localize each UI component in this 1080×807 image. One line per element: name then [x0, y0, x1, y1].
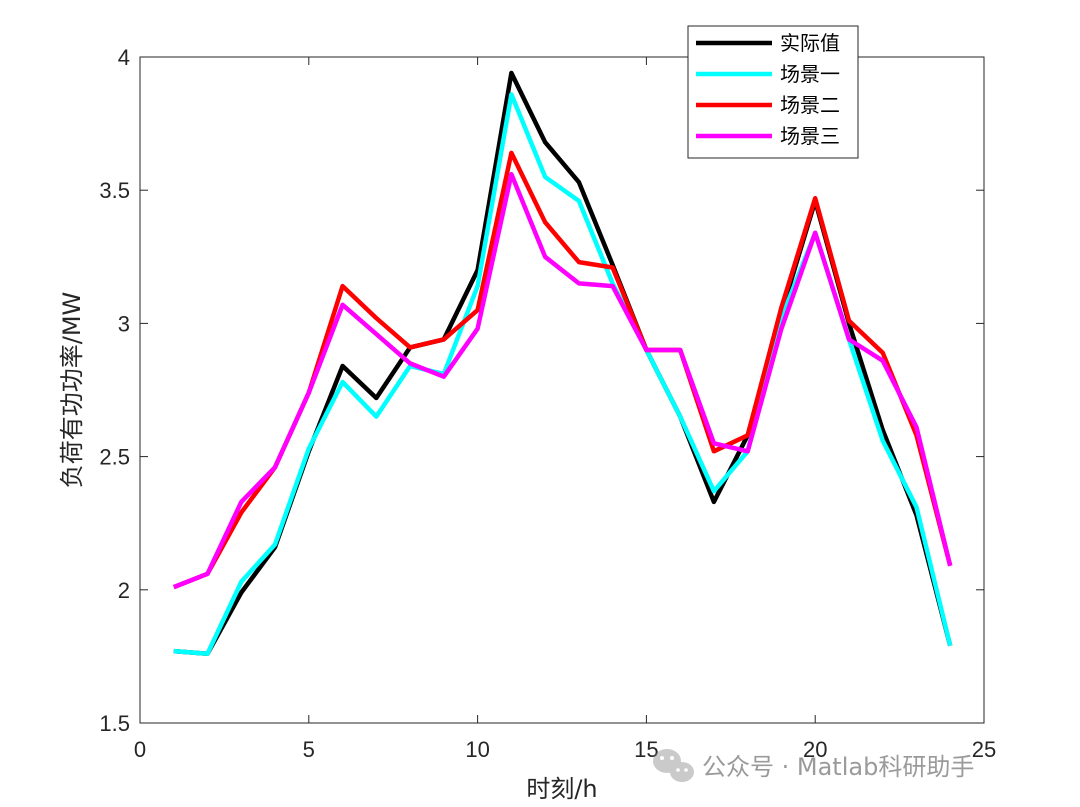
series-line-4	[172, 171, 953, 590]
x-tick-label: 10	[465, 737, 489, 762]
x-tick-label: 5	[303, 737, 315, 762]
y-tick-label: 1.5	[99, 711, 130, 736]
plot-area-background	[140, 57, 984, 723]
y-axis-label: 负荷有功功率/MW	[58, 292, 86, 489]
y-tick-label: 2	[118, 578, 130, 603]
watermark: 公众号 · Matlab科研助手	[653, 749, 974, 782]
x-tick-label: 0	[134, 737, 146, 762]
y-tick-label: 3	[118, 311, 130, 336]
wechat-icon	[653, 749, 694, 782]
axes-box	[139, 56, 985, 724]
y-tick-label: 2.5	[99, 445, 130, 470]
x-tick-label: 25	[972, 737, 996, 762]
tick-layer: 0 5 10 15 20 25 1.5 2 2.5 3 3.5 4	[99, 45, 996, 762]
y-tick-label: 4	[118, 45, 130, 70]
series-layer	[172, 70, 953, 656]
x-tick-label: 20	[803, 737, 827, 762]
x-tick-label: 15	[634, 737, 658, 762]
legend-label: 场景二	[780, 93, 840, 117]
legend-label: 场景一	[780, 62, 840, 86]
watermark-text: 公众号 · Matlab科研助手	[702, 753, 974, 781]
x-axis-label: 时刻/h	[526, 775, 597, 803]
legend-label: 场景三	[780, 124, 840, 148]
legend-label: 实际值	[780, 31, 840, 55]
y-tick-label: 3.5	[99, 178, 130, 203]
